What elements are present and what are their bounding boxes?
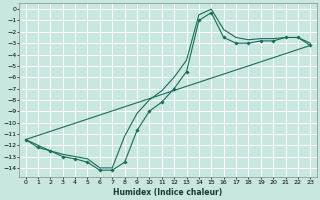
X-axis label: Humidex (Indice chaleur): Humidex (Indice chaleur) [113, 188, 223, 197]
